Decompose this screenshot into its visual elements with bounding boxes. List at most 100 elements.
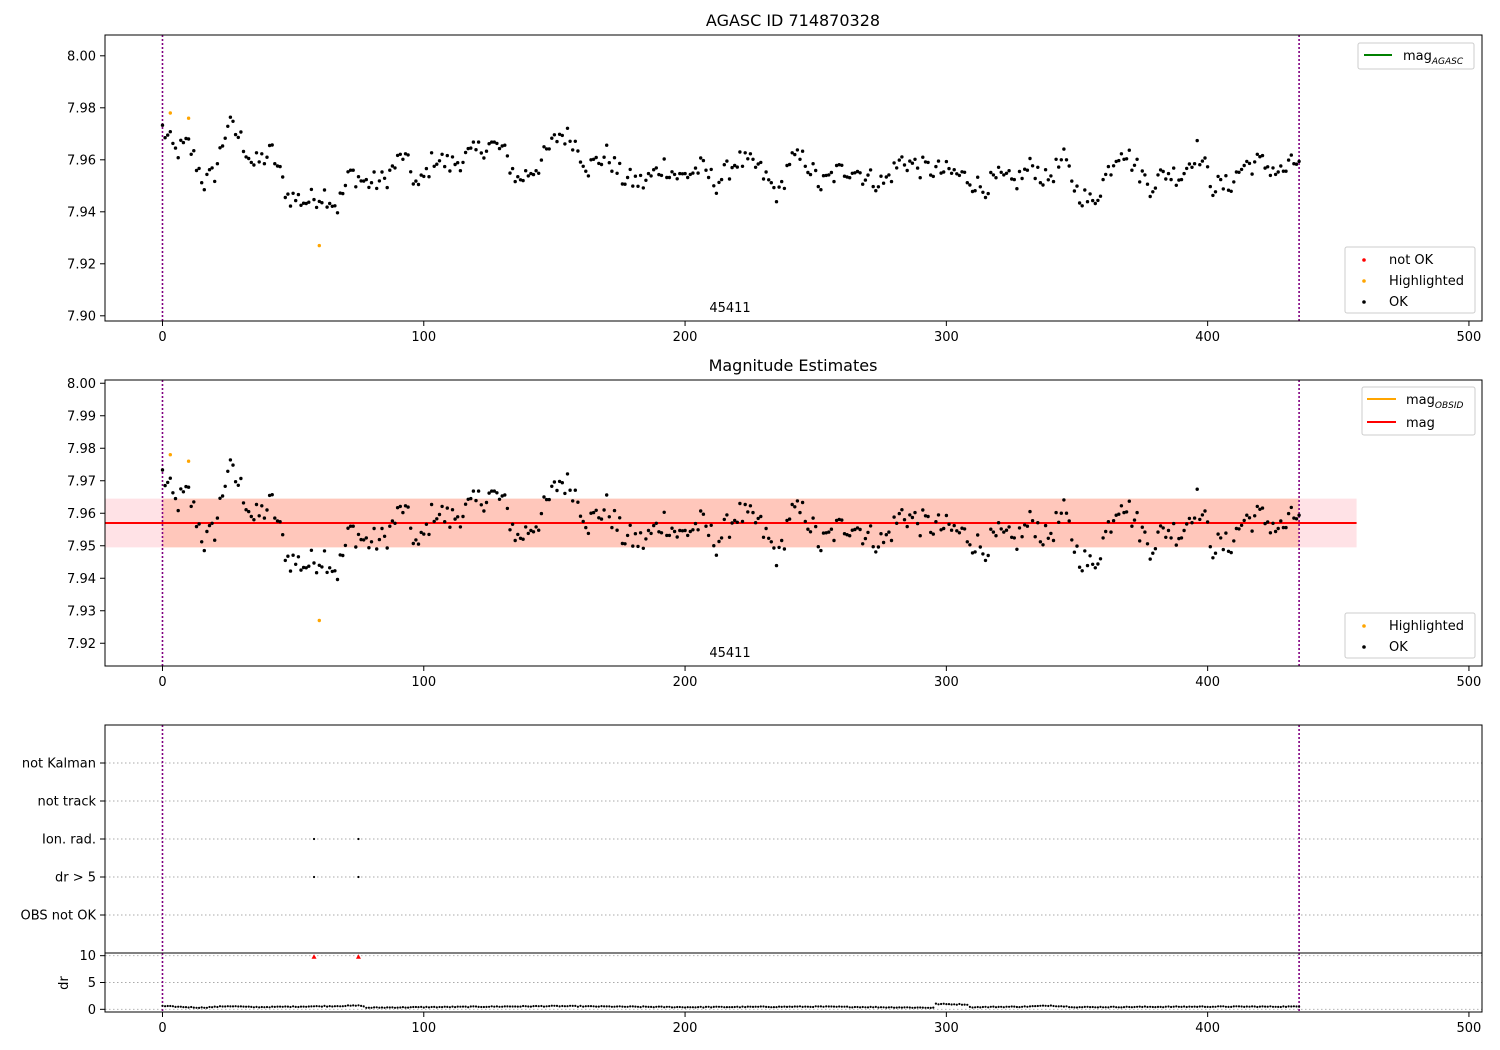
dr-point: [731, 1006, 734, 1009]
data-point-ok: [996, 521, 1001, 525]
data-point-ok: [1036, 165, 1040, 169]
data-point-ok: [738, 501, 742, 506]
data-point-ok: [868, 168, 873, 172]
data-point-ok: [599, 517, 604, 521]
data-point-ok: [701, 158, 706, 163]
dr-point: [618, 1005, 621, 1008]
data-point-ok: [610, 169, 614, 173]
data-point-ok: [1119, 152, 1124, 156]
data-point-ok: [769, 540, 773, 544]
dr-point: [208, 1005, 211, 1009]
data-point-ok: [652, 168, 656, 172]
data-point-ok: [983, 195, 988, 200]
data-point-ok: [547, 147, 551, 151]
dr-point: [1277, 1005, 1280, 1009]
data-point-ok: [270, 493, 274, 497]
data-point-ok: [733, 518, 737, 523]
dr-point: [1089, 1006, 1092, 1009]
data-point-ok: [427, 175, 431, 179]
dr-point: [981, 1005, 985, 1009]
data-point-ok: [787, 162, 792, 167]
data-point-ok: [1216, 532, 1220, 536]
dr-point: [1151, 1005, 1154, 1009]
data-point-ok: [646, 528, 651, 533]
data-point-ok: [696, 171, 700, 175]
x-tick-label: 300: [934, 330, 959, 345]
data-point-ok: [879, 174, 883, 178]
dr-point: [1010, 1005, 1013, 1008]
data-point-ok: [960, 170, 964, 174]
data-point-ok: [693, 521, 698, 526]
data-point-ok: [422, 174, 426, 179]
data-point-ok: [1166, 171, 1171, 176]
legend-label-mag-obsid: magOBSID: [1406, 393, 1464, 411]
data-point-ok: [1062, 147, 1066, 151]
data-point-ok: [503, 143, 507, 147]
data-point-ok: [1219, 536, 1223, 540]
dr-point: [161, 1004, 164, 1007]
data-point-ok: [686, 175, 690, 180]
x-tick-label: 400: [1195, 1021, 1220, 1036]
dr-point: [621, 1005, 624, 1008]
data-point-ok: [189, 504, 193, 509]
data-point-ok: [247, 156, 251, 161]
dr-point: [1115, 1006, 1118, 1009]
data-point-ok: [202, 188, 206, 192]
data-point-ok: [978, 545, 982, 549]
data-point-ok: [821, 174, 826, 178]
data-point-ok: [949, 528, 954, 532]
dr-point: [307, 1005, 310, 1008]
dr-point: [255, 1005, 258, 1009]
dr-point: [422, 1006, 425, 1009]
dr-point: [992, 1005, 995, 1008]
data-point-ok: [633, 532, 638, 536]
data-point-ok: [1226, 188, 1231, 192]
data-point-ok: [999, 170, 1003, 174]
data-point-ok: [947, 522, 951, 526]
data-point-ok: [683, 528, 687, 533]
data-point-ok: [623, 542, 627, 546]
data-point-ok: [649, 531, 653, 536]
data-point-ok: [863, 536, 868, 541]
dr-point: [198, 1006, 201, 1010]
data-point-ok: [1232, 539, 1236, 543]
plot-content: [160, 35, 1301, 321]
data-point-ok: [902, 163, 907, 167]
dr-point: [1183, 1005, 1186, 1008]
data-point-ok: [346, 526, 350, 530]
data-point-ok: [895, 166, 899, 170]
data-point-ok: [557, 132, 562, 136]
dr-point: [798, 1005, 802, 1008]
dr-point: [258, 1006, 261, 1009]
data-point-ok: [774, 563, 779, 568]
data-point-ok: [712, 184, 716, 188]
dr-point: [1172, 1005, 1175, 1008]
data-point-ok: [275, 164, 280, 168]
dr-point: [921, 1006, 924, 1009]
dr-point: [751, 1005, 755, 1009]
data-point-ok: [719, 177, 724, 182]
data-point-ok: [842, 532, 847, 536]
data-point-ok: [1232, 180, 1236, 184]
dr-point: [817, 1005, 820, 1008]
y-tick-label: 7.92: [67, 257, 96, 272]
dr-point: [603, 1005, 606, 1008]
dr-point: [997, 1005, 1000, 1009]
x-tick-label: 300: [934, 1021, 959, 1036]
data-point-ok: [1148, 194, 1152, 199]
dr-point: [569, 1004, 572, 1007]
data-point-ok: [913, 157, 917, 161]
data-point-ok: [409, 526, 413, 530]
dr-point: [234, 1005, 237, 1008]
data-point-ok: [1138, 539, 1142, 543]
data-point-ok: [1114, 159, 1118, 164]
data-point-ok: [1020, 535, 1024, 539]
data-point-ok: [1253, 514, 1257, 518]
data-point-ok: [518, 536, 523, 540]
data-point-ok: [1172, 166, 1176, 170]
dr-point: [529, 1005, 533, 1008]
data-point-ok: [1219, 177, 1223, 182]
data-point-ok: [1166, 528, 1171, 533]
data-point-ok: [1158, 168, 1163, 172]
data-point-ok: [314, 571, 319, 575]
